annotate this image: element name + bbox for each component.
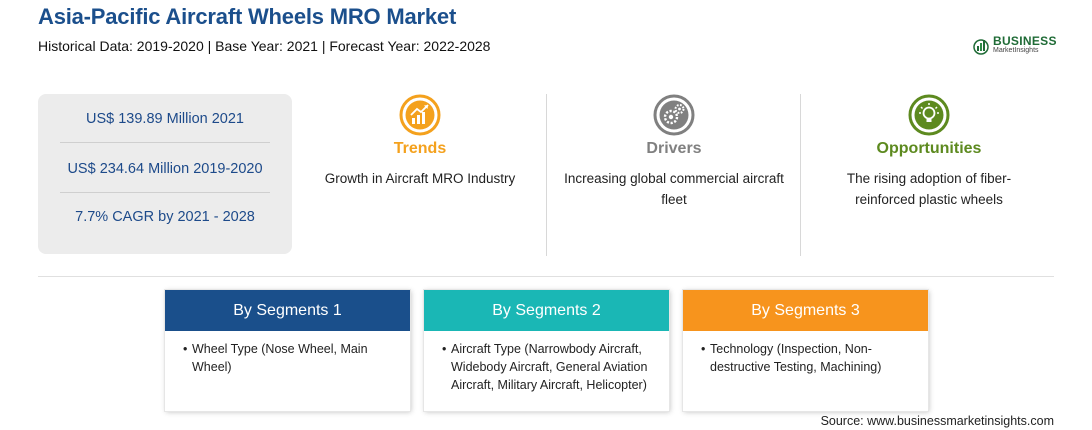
logo-icon <box>973 39 989 55</box>
opportunities-heading: Opportunities <box>876 140 982 157</box>
segment-1-title: By Segments 1 <box>165 290 410 331</box>
section-divider <box>38 276 1054 277</box>
segment-card-1: By Segments 1 • Wheel Type (Nose Wheel, M… <box>165 290 410 411</box>
opportunities-column: Opportunities The rising adoption of fib… <box>805 94 1053 254</box>
column-divider <box>800 94 801 256</box>
trend-chart-icon <box>399 94 441 136</box>
segment-3-item: Technology (Inspection, Non-destructive … <box>710 342 882 374</box>
segment-1-item: Wheel Type (Nose Wheel, Main Wheel) <box>192 342 368 374</box>
market-stats-panel: US$ 139.89 Million 2021 US$ 234.64 Milli… <box>38 94 292 254</box>
page-title: Asia-Pacific Aircraft Wheels MRO Market <box>38 4 457 29</box>
opportunities-text: The rising adoption of fiber-reinforced … <box>846 171 1012 207</box>
segment-3-title: By Segments 3 <box>683 290 928 331</box>
segment-card-2: By Segments 2 • Aircraft Type (Narrowbody… <box>424 290 669 411</box>
stat-market-size-2021: US$ 139.89 Million 2021 <box>86 111 244 127</box>
column-divider <box>546 94 547 256</box>
trends-column: Trends Growth in Aircraft MRO Industry <box>300 94 540 254</box>
trends-text: Growth in Aircraft MRO Industry <box>324 171 516 186</box>
bullet-icon: • <box>183 342 188 356</box>
bullet-icon: • <box>442 342 447 356</box>
segment-2-title: By Segments 2 <box>424 290 669 331</box>
bullet-icon: • <box>701 342 706 356</box>
drivers-text: Increasing global commercial aircraft fl… <box>564 171 784 207</box>
stat-cagr: 7.7% CAGR by 2021 - 2028 <box>75 209 255 225</box>
page-subtitle: Historical Data: 2019-2020 | Base Year: … <box>38 38 491 54</box>
business-market-insights-logo: BUSINESS MarketInsights <box>972 34 1057 56</box>
drivers-column: Drivers Increasing global commercial air… <box>553 94 795 254</box>
source-link: Source: www.businessmarketinsights.com <box>820 414 1054 428</box>
logo-name: BUSINESS <box>993 34 1057 48</box>
stat-divider <box>60 192 270 193</box>
logo-tagline: MarketInsights <box>993 47 1039 54</box>
segment-2-item: Aircraft Type (Narrowbody Aircraft, Wide… <box>451 342 648 392</box>
drivers-heading: Drivers <box>646 140 702 157</box>
lightbulb-icon <box>908 94 950 136</box>
trends-heading: Trends <box>393 140 447 157</box>
stat-divider <box>60 142 270 143</box>
segment-card-3: By Segments 3 • Technology (Inspection, N… <box>683 290 928 411</box>
stat-market-size-historical: US$ 234.64 Million 2019-2020 <box>67 161 263 177</box>
gears-icon <box>653 94 695 136</box>
